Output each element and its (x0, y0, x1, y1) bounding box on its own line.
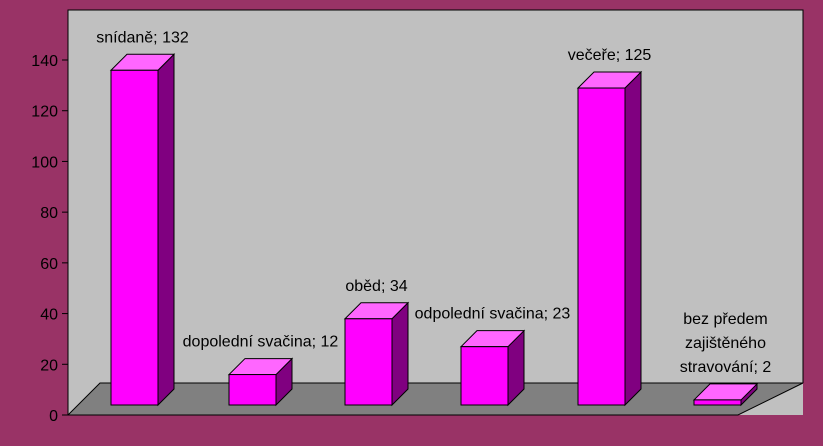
y-tick-label: 100 (31, 154, 58, 171)
data-label-line: bez předem (683, 311, 768, 328)
bar (693, 399, 742, 406)
bar-side (624, 70, 642, 407)
data-label-line: večeře; 125 (568, 47, 652, 64)
plot-area (68, 10, 803, 415)
data-label-line: dopolední svačina; 12 (183, 334, 339, 351)
bar (460, 346, 509, 406)
bar-side (391, 301, 409, 407)
data-label: bez předem zajištěného stravování; 2 (680, 311, 772, 376)
data-label: večeře; 125 (568, 47, 652, 64)
data-label: odpolední svačina; 23 (415, 306, 571, 323)
bar-side (157, 53, 175, 407)
data-label: snídaně; 132 (96, 29, 189, 46)
bar (228, 374, 277, 406)
bar (577, 87, 626, 406)
y-tick-label: 20 (40, 357, 58, 374)
data-label: oběd; 34 (345, 278, 407, 295)
data-label-line: odpolední svačina; 23 (415, 306, 571, 323)
data-label-line: snídaně; 132 (96, 29, 189, 46)
data-label-line: oběd; 34 (345, 278, 407, 295)
data-label-line: stravování; 2 (680, 359, 772, 376)
bar (344, 318, 393, 406)
bar (110, 69, 159, 406)
y-tick-label: 40 (40, 307, 58, 324)
y-tick-label: 0 (49, 408, 58, 425)
floor (66, 382, 804, 416)
data-label: dopolední svačina; 12 (183, 334, 339, 351)
y-tick-label: 120 (31, 104, 58, 121)
y-tick-label: 80 (40, 205, 58, 222)
data-label-line: zajištěného (685, 335, 766, 352)
y-tick-label: 60 (40, 256, 58, 273)
y-tick-label: 140 (31, 53, 58, 70)
